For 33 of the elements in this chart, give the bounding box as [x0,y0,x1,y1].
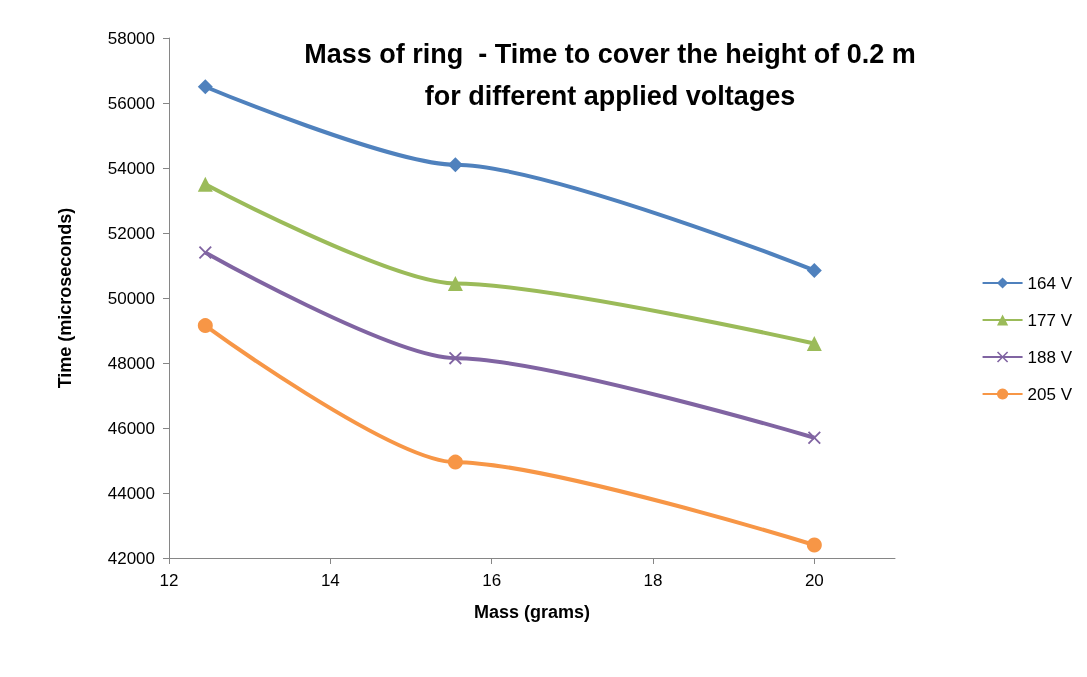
point [197,318,213,334]
x-tick-label: 18 [643,571,663,590]
point [806,537,822,553]
y-tick-label: 50000 [107,288,155,308]
legend-label: 164 V [1027,273,1073,293]
legend-label: 188 V [1027,347,1073,367]
x-tick-label: 16 [482,571,502,590]
point [806,336,822,351]
y-tick-label: 56000 [107,93,155,113]
y-axis-title: Time (microseconds) [55,207,75,389]
y-tick-label: 46000 [107,418,155,438]
point [447,454,463,470]
y-tick-label: 42000 [107,548,155,568]
y-tick-label: 52000 [107,223,155,243]
x-tick-label: 20 [804,571,824,590]
x-tick-label: 14 [320,571,340,590]
x-axis-title: Mass (grams) [473,602,591,622]
legend-label: 177 V [1027,310,1073,330]
point [197,79,213,95]
point [448,351,462,365]
text: Mass of ring - Time to cover the height of 0.2 m for different applied voltages [304,39,916,111]
y-tick-label: 58000 [107,28,155,48]
point [447,157,463,173]
point [447,275,463,291]
point [198,246,212,259]
x-tick-label: 12 [159,571,179,590]
y-tick-label: 54000 [107,158,155,178]
y-tick-label: 44000 [107,483,155,503]
point [806,262,822,278]
legend-label: 205 V [1027,384,1073,404]
point [197,176,213,192]
y-tick-label: 48000 [107,353,155,373]
point [807,431,821,445]
